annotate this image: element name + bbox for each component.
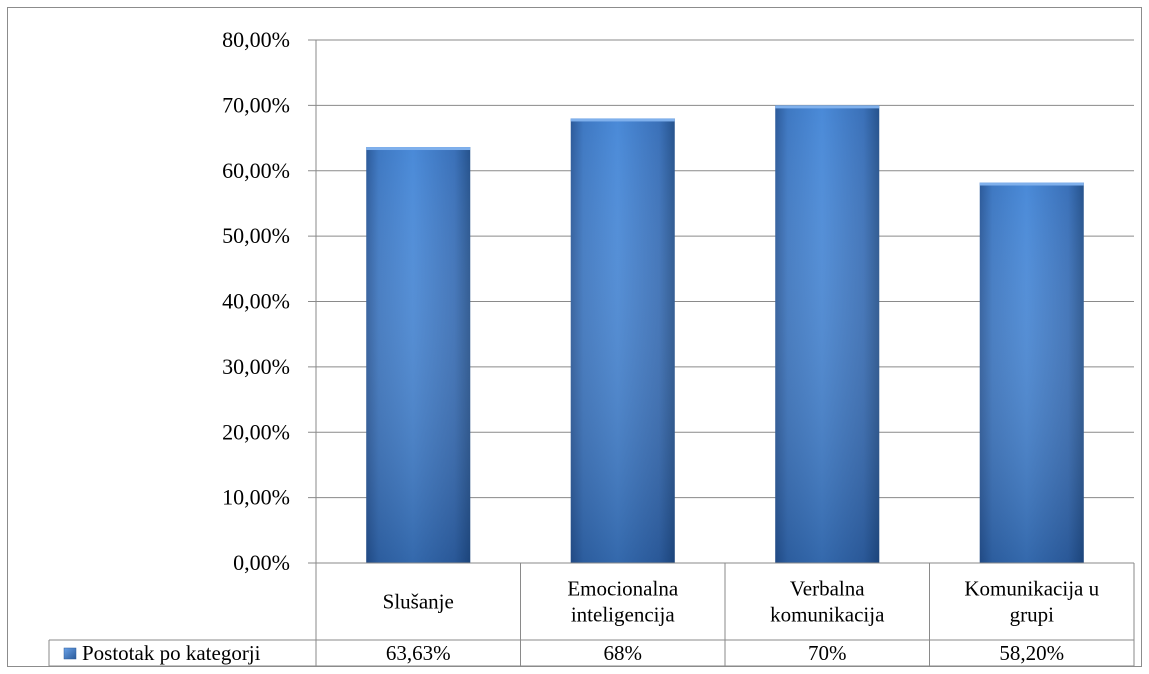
y-tick-label: 50,00% [222, 223, 290, 248]
bar-shade [366, 147, 471, 564]
data-label: 63,63% [386, 641, 451, 665]
y-tick-label: 10,00% [222, 485, 290, 510]
y-tick-label: 60,00% [222, 158, 290, 183]
data-label: 68% [604, 641, 643, 665]
data-label: 58,20% [999, 641, 1064, 665]
category-label: komunikacija [770, 603, 885, 627]
y-tick-label: 40,00% [222, 289, 290, 314]
bar-shade [570, 118, 675, 563]
bar-top-highlight [979, 182, 1084, 186]
category-label: Verbalna [790, 577, 865, 601]
bar-shade [979, 182, 1084, 563]
y-tick-label: 0,00% [233, 550, 290, 575]
category-label: Komunikacija u [964, 577, 1099, 601]
bar-top-highlight [570, 118, 675, 122]
bar-shade [775, 105, 880, 563]
y-tick-label: 70,00% [222, 92, 290, 117]
category-label: Slušanje [383, 590, 454, 614]
data-label: 70% [808, 641, 847, 665]
bar-top-highlight [775, 105, 880, 109]
y-tick-label: 20,00% [222, 419, 290, 444]
y-tick-label: 30,00% [222, 354, 290, 379]
legend-label: Postotak po kategorji [82, 641, 261, 665]
category-label: Emocionalna [567, 577, 678, 601]
category-label: inteligencija [571, 603, 675, 627]
category-label: grupi [1010, 603, 1054, 627]
bar-top-highlight [366, 147, 471, 151]
y-tick-label: 80,00% [222, 27, 290, 52]
legend-key-icon [63, 647, 77, 660]
